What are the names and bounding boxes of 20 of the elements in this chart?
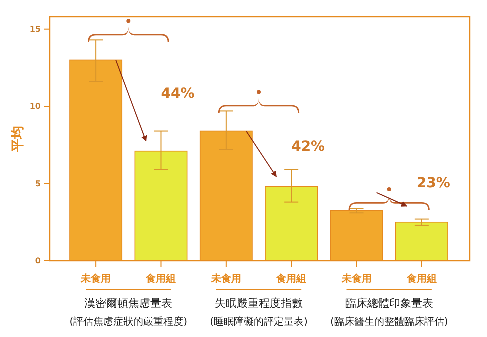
annotation: 23% — [416, 175, 450, 192]
annotation: 42% — [292, 139, 326, 156]
y-tick-label: 5 — [35, 179, 42, 188]
y-axis-title: 平均 — [11, 126, 26, 153]
x-tick-label: 食用組 — [145, 273, 176, 285]
text: (臨床醫生的整體臨床評估) — [330, 316, 448, 328]
text: 失眠嚴重程度指數 — [215, 297, 303, 310]
x-tick-label: 未食用 — [210, 273, 242, 285]
x-tick-label: 未食用 — [80, 273, 112, 285]
annotation: 44% — [161, 86, 195, 102]
text: 臨床總體印象量表 — [345, 297, 434, 310]
x-tick-label: 食用組 — [406, 273, 437, 285]
x-tick-label: 食用組 — [276, 273, 307, 285]
text: 漢密爾頓焦慮量表 — [84, 297, 173, 310]
y-tick-label: 15 — [30, 24, 42, 34]
text: (睡眠障礙的評定量表) — [210, 316, 308, 328]
y-tick-label: 0 — [35, 256, 42, 266]
text: (評估焦慮症狀的嚴重程度) — [70, 316, 188, 328]
y-tick-label: 10 — [30, 102, 42, 112]
x-tick-label: 未食用 — [340, 273, 372, 285]
